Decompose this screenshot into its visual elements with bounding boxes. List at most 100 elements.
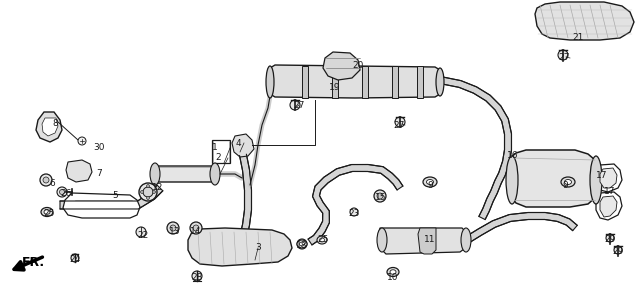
Polygon shape bbox=[308, 164, 403, 245]
Polygon shape bbox=[188, 228, 292, 266]
Ellipse shape bbox=[143, 187, 153, 197]
Text: 8: 8 bbox=[52, 119, 58, 127]
Circle shape bbox=[147, 185, 150, 188]
Text: 15: 15 bbox=[375, 194, 387, 202]
Text: 21: 21 bbox=[572, 33, 584, 42]
Polygon shape bbox=[600, 196, 617, 217]
Ellipse shape bbox=[297, 240, 307, 248]
Ellipse shape bbox=[377, 228, 387, 252]
Text: 5: 5 bbox=[112, 191, 118, 199]
Circle shape bbox=[193, 225, 199, 231]
Polygon shape bbox=[392, 66, 398, 98]
Ellipse shape bbox=[300, 242, 305, 246]
Polygon shape bbox=[232, 134, 254, 157]
Circle shape bbox=[152, 191, 156, 194]
Text: 19: 19 bbox=[329, 84, 340, 92]
Text: 7: 7 bbox=[96, 168, 102, 178]
Text: 24: 24 bbox=[69, 255, 81, 264]
Circle shape bbox=[57, 187, 67, 197]
Ellipse shape bbox=[564, 179, 572, 185]
Polygon shape bbox=[596, 192, 622, 220]
Circle shape bbox=[40, 174, 52, 186]
Text: 16: 16 bbox=[508, 150, 519, 160]
Circle shape bbox=[147, 196, 150, 199]
Ellipse shape bbox=[390, 270, 396, 274]
Circle shape bbox=[60, 189, 65, 195]
Polygon shape bbox=[302, 66, 308, 98]
Circle shape bbox=[377, 193, 383, 199]
Ellipse shape bbox=[266, 66, 274, 98]
Ellipse shape bbox=[139, 183, 157, 201]
Text: 11: 11 bbox=[424, 236, 436, 244]
Polygon shape bbox=[508, 150, 598, 207]
Circle shape bbox=[614, 246, 622, 254]
Circle shape bbox=[297, 239, 307, 249]
Circle shape bbox=[190, 222, 202, 234]
Circle shape bbox=[395, 117, 405, 127]
Polygon shape bbox=[63, 193, 140, 218]
Ellipse shape bbox=[210, 163, 220, 185]
Circle shape bbox=[170, 225, 176, 231]
Text: 9: 9 bbox=[562, 181, 568, 189]
Ellipse shape bbox=[426, 179, 433, 185]
Polygon shape bbox=[332, 66, 338, 98]
Text: 10: 10 bbox=[387, 274, 399, 282]
Text: 27: 27 bbox=[558, 54, 570, 63]
Text: 27: 27 bbox=[293, 101, 305, 109]
Polygon shape bbox=[600, 168, 617, 188]
Polygon shape bbox=[418, 228, 436, 254]
Text: 4: 4 bbox=[235, 139, 241, 147]
Text: 3: 3 bbox=[255, 244, 261, 253]
Text: 2: 2 bbox=[215, 154, 221, 163]
Circle shape bbox=[606, 234, 614, 242]
Polygon shape bbox=[378, 228, 468, 254]
Text: FR.: FR. bbox=[21, 255, 45, 268]
Polygon shape bbox=[212, 140, 230, 163]
Polygon shape bbox=[153, 166, 217, 182]
Polygon shape bbox=[60, 185, 163, 209]
Polygon shape bbox=[66, 160, 92, 182]
Circle shape bbox=[192, 271, 202, 281]
Text: 1: 1 bbox=[212, 143, 218, 153]
Text: 14: 14 bbox=[190, 227, 202, 237]
Circle shape bbox=[558, 50, 568, 60]
Polygon shape bbox=[42, 118, 58, 136]
Text: 26: 26 bbox=[60, 188, 72, 198]
Text: 23: 23 bbox=[348, 209, 360, 217]
Text: 22: 22 bbox=[138, 230, 148, 240]
Ellipse shape bbox=[44, 210, 50, 214]
Polygon shape bbox=[230, 154, 252, 261]
Text: 30: 30 bbox=[93, 143, 105, 153]
Text: 29: 29 bbox=[604, 236, 616, 244]
Circle shape bbox=[136, 227, 146, 237]
Text: 25: 25 bbox=[44, 209, 54, 217]
Text: 13: 13 bbox=[169, 227, 180, 237]
Text: 28: 28 bbox=[191, 274, 203, 282]
Ellipse shape bbox=[423, 177, 437, 187]
Ellipse shape bbox=[317, 236, 327, 244]
Polygon shape bbox=[596, 164, 622, 192]
Polygon shape bbox=[439, 77, 511, 219]
Polygon shape bbox=[323, 52, 360, 80]
Text: 27: 27 bbox=[394, 120, 404, 130]
Text: 9: 9 bbox=[427, 181, 433, 189]
Polygon shape bbox=[362, 66, 368, 98]
Circle shape bbox=[290, 100, 300, 110]
Circle shape bbox=[78, 137, 86, 145]
Text: 17: 17 bbox=[596, 171, 608, 179]
Circle shape bbox=[374, 190, 386, 202]
Polygon shape bbox=[270, 65, 440, 98]
Ellipse shape bbox=[561, 177, 575, 187]
Text: 20: 20 bbox=[352, 60, 364, 70]
Ellipse shape bbox=[387, 268, 399, 277]
Ellipse shape bbox=[41, 208, 53, 216]
Ellipse shape bbox=[436, 68, 444, 96]
Circle shape bbox=[43, 177, 49, 183]
Circle shape bbox=[71, 254, 79, 262]
Text: 25: 25 bbox=[317, 236, 329, 244]
Text: 12: 12 bbox=[152, 184, 164, 192]
Text: 6: 6 bbox=[49, 178, 55, 188]
Ellipse shape bbox=[590, 156, 602, 204]
Text: 29: 29 bbox=[612, 247, 624, 257]
Text: 17: 17 bbox=[604, 188, 616, 196]
